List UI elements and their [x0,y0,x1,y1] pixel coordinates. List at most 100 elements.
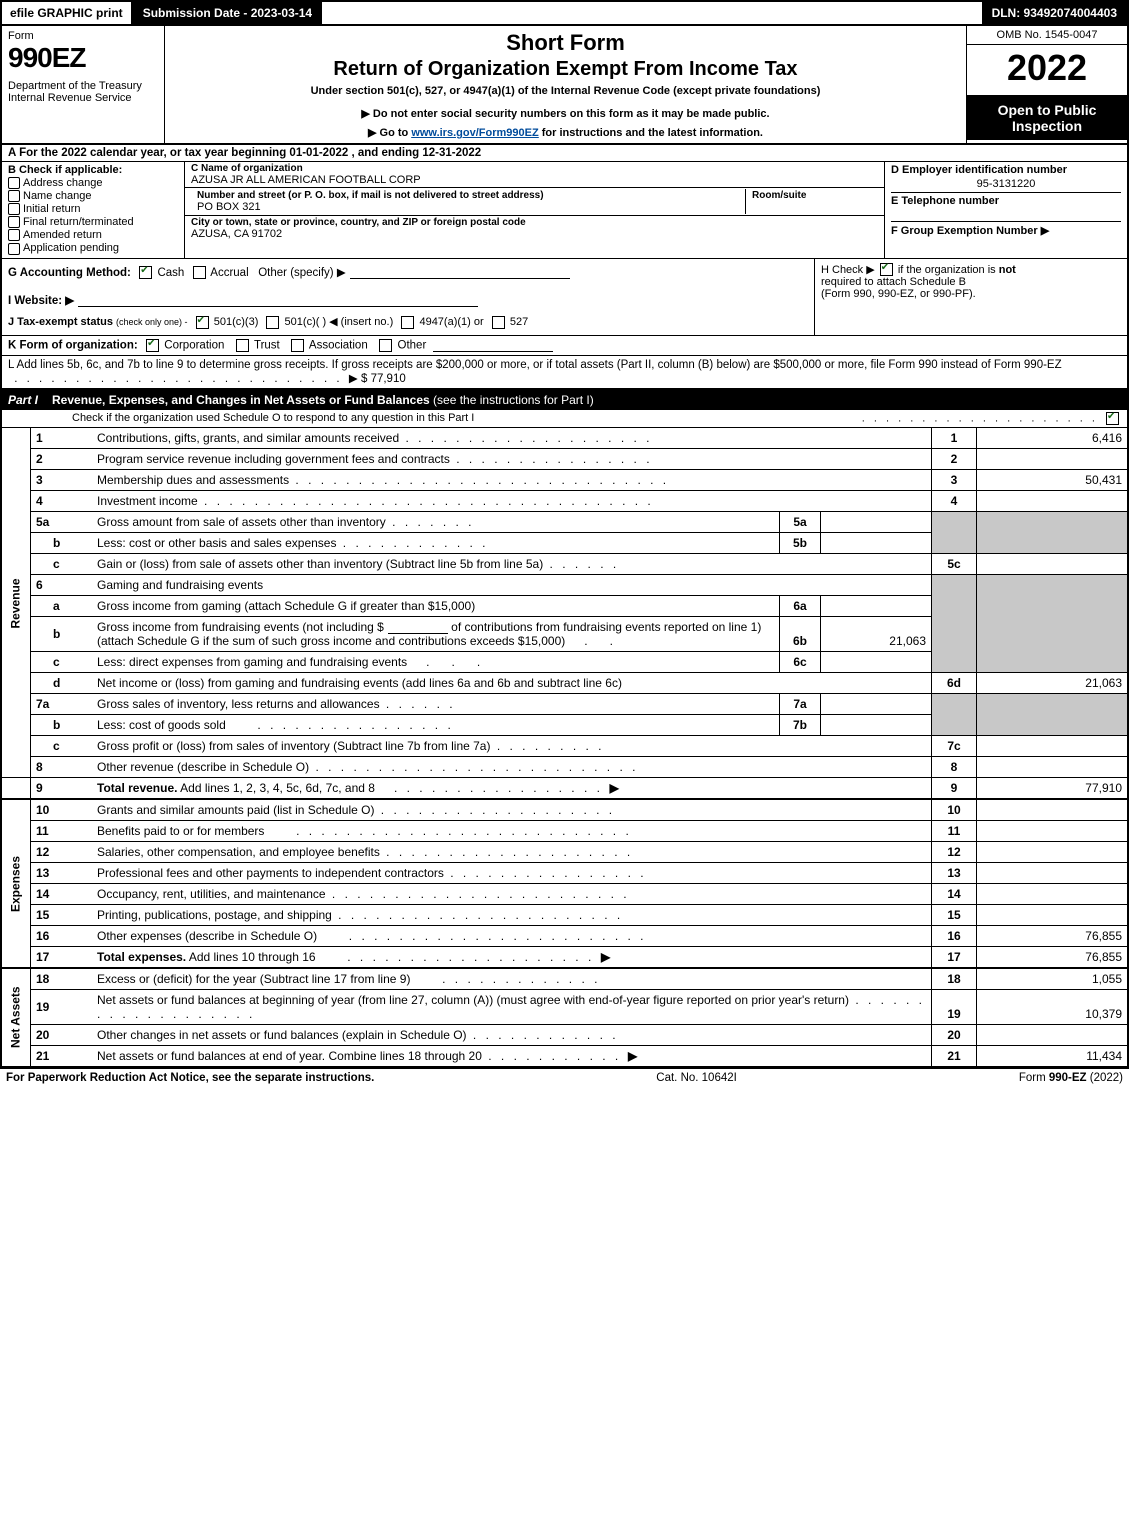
other-method-blank[interactable] [350,266,570,279]
lbl-trust: Trust [254,339,280,351]
no-21: 21 [31,1045,93,1067]
part1-title: Revenue, Expenses, and Changes in Net As… [52,393,430,407]
efile-print-button[interactable]: efile GRAPHIC print [2,2,133,24]
cb-trust[interactable] [236,339,249,352]
6b-blank[interactable] [388,621,448,634]
mini-6b: 6b [780,616,821,651]
colno-19: 19 [932,989,977,1024]
form-label: Form [8,30,158,42]
cb-assoc[interactable] [291,339,304,352]
val-9: 77,910 [977,777,1129,799]
cb-address-change[interactable] [8,177,20,189]
val-1: 6,416 [977,428,1129,449]
no-1: 1 [31,428,93,449]
irs-link[interactable]: www.irs.gov/Form990EZ [411,127,538,139]
colno-14: 14 [932,883,977,904]
lbl-accrual: Accrual [210,267,248,279]
j-sub: (check only one) - [116,317,188,327]
part1-tag: Part I [0,390,46,410]
other-org-blank[interactable] [433,339,553,352]
desc-18: Excess or (deficit) for the year (Subtra… [97,972,410,986]
cb-name-change[interactable] [8,190,20,202]
desc-5a: Gross amount from sale of assets other t… [97,515,386,529]
cb-cash[interactable] [139,266,152,279]
grey-5ab-val [977,511,1129,553]
part1-header: Part I Revenue, Expenses, and Changes in… [0,390,1129,410]
cb-schedule-b[interactable] [880,263,893,276]
col-d-ids: D Employer identification number 95-3131… [884,162,1127,258]
mini-6c: 6c [780,651,821,672]
website-blank[interactable] [78,294,478,307]
lbl-initial-return: Initial return [23,203,80,215]
line-6d: d Net income or (loss) from gaming and f… [1,672,1128,693]
cb-final-return[interactable] [8,216,20,228]
desc-17: Total expenses. [97,950,186,964]
mini-5a: 5a [780,511,821,532]
colno-11: 11 [932,820,977,841]
desc-6d: Net income or (loss) from gaming and fun… [97,676,622,690]
cb-501c[interactable] [266,316,279,329]
cb-4947[interactable] [401,316,414,329]
no-13: 13 [31,862,93,883]
no-20: 20 [31,1024,93,1045]
val-11 [977,820,1129,841]
grey-5ab-no [932,511,977,553]
desc-21: Net assets or fund balances at end of ye… [97,1049,482,1063]
desc-14: Occupancy, rent, utilities, and maintena… [97,887,326,901]
org-street: PO BOX 321 [197,201,739,213]
h-text3: required to attach Schedule B [821,276,966,288]
col-c-org-info: C Name of organization AZUSA JR ALL AMER… [185,162,884,258]
cb-amended[interactable] [8,229,20,241]
desc-7a: Gross sales of inventory, less returns a… [97,697,380,711]
line-13: 13 Professional fees and other payments … [1,862,1128,883]
under-section: Under section 501(c), 527, or 4947(a)(1)… [173,85,958,97]
cb-corp[interactable] [146,339,159,352]
val-15 [977,904,1129,925]
side-expenses: Expenses [1,799,31,968]
cb-sched-o[interactable] [1106,412,1119,425]
title-cell: Short Form Return of Organization Exempt… [165,26,966,143]
cb-501c3[interactable] [196,316,209,329]
footer-form-no: 990-EZ [1049,1072,1087,1084]
desc-16: Other expenses (describe in Schedule O) [97,929,317,943]
desc-13: Professional fees and other payments to … [97,866,444,880]
cb-other-org[interactable] [379,339,392,352]
goto-line: ▶ Go to www.irs.gov/Form990EZ for instru… [173,126,958,139]
c-name-lbl: C Name of organization [191,163,878,174]
k-label: K Form of organization: [8,339,138,351]
revenue-table: Revenue 1 Contributions, gifts, grants, … [0,428,1129,1068]
no-15: 15 [31,904,93,925]
line-5a: 5a Gross amount from sale of assets othe… [1,511,1128,532]
minival-6a [821,595,932,616]
org-name: AZUSA JR ALL AMERICAN FOOTBALL CORP [191,174,878,186]
line-7a: 7a Gross sales of inventory, less return… [1,693,1128,714]
l-text: L Add lines 5b, 6c, and 7b to line 9 to … [8,359,1062,371]
colno-4: 4 [932,490,977,511]
form-id-cell: Form 990EZ Department of the Treasury In… [2,26,165,143]
desc-5b: Less: cost or other basis and sales expe… [97,536,336,550]
line-10: Expenses 10 Grants and similar amounts p… [1,799,1128,821]
cb-pending[interactable] [8,243,20,255]
f-group-lbl: F Group Exemption Number ▶ [891,221,1121,237]
row-k: K Form of organization: Corporation Trus… [0,336,1129,356]
colno-10: 10 [932,799,977,821]
h-text1: H Check ▶ [821,264,875,276]
right-header: OMB No. 1545-0047 2022 Open to Public In… [966,26,1127,143]
h-text2: if the organization is [898,264,999,276]
val-8 [977,756,1129,777]
c-street-lbl: Number and street (or P. O. box, if mail… [197,190,739,201]
colno-12: 12 [932,841,977,862]
h-not: not [999,264,1016,276]
return-title: Return of Organization Exempt From Incom… [173,58,958,81]
omb-number: OMB No. 1545-0047 [967,26,1127,45]
top-bar: efile GRAPHIC print Submission Date - 20… [0,0,1129,26]
colno-16: 16 [932,925,977,946]
cb-initial-return[interactable] [8,203,20,215]
cb-527[interactable] [492,316,505,329]
cb-accrual[interactable] [193,266,206,279]
desc-6: Gaming and fundraising events [97,578,263,592]
no-3: 3 [31,469,93,490]
colno-20: 20 [932,1024,977,1045]
cat-no: Cat. No. 10642I [656,1072,737,1084]
page-footer: For Paperwork Reduction Act Notice, see … [0,1068,1129,1087]
